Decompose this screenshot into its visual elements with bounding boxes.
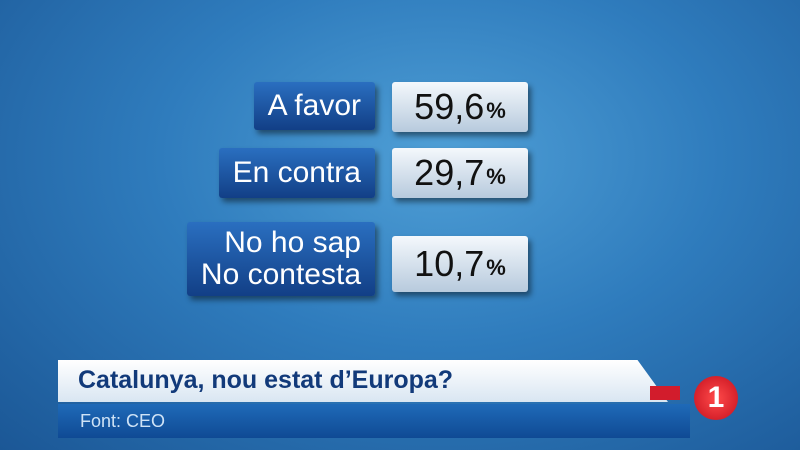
- row-label: No ho sap No contesta: [186, 222, 375, 296]
- unit: %: [486, 164, 506, 189]
- source: Font: CEO: [80, 411, 166, 431]
- value: 59,6: [414, 86, 485, 127]
- label-line: En contra: [232, 156, 361, 189]
- value: 10,7: [414, 243, 485, 284]
- title: Catalunya, nou estat d’Europa?: [78, 366, 454, 394]
- unit: %: [486, 98, 506, 123]
- channel-logo: 1: [694, 376, 738, 420]
- source-bar: [58, 404, 690, 438]
- row-value: 29,7%: [392, 148, 528, 198]
- row-label: A favor: [253, 82, 375, 130]
- label-line: No contesta: [200, 258, 361, 291]
- row-value: 59,6%: [392, 82, 528, 132]
- title-banner: [58, 360, 668, 402]
- accent: [650, 386, 680, 400]
- value: 29,7: [414, 152, 485, 193]
- unit: %: [486, 255, 506, 280]
- label-line: A favor: [267, 89, 361, 122]
- row-label: En contra: [218, 148, 375, 198]
- row-value: 10,7%: [392, 236, 528, 292]
- label-line: No ho sap: [224, 226, 361, 259]
